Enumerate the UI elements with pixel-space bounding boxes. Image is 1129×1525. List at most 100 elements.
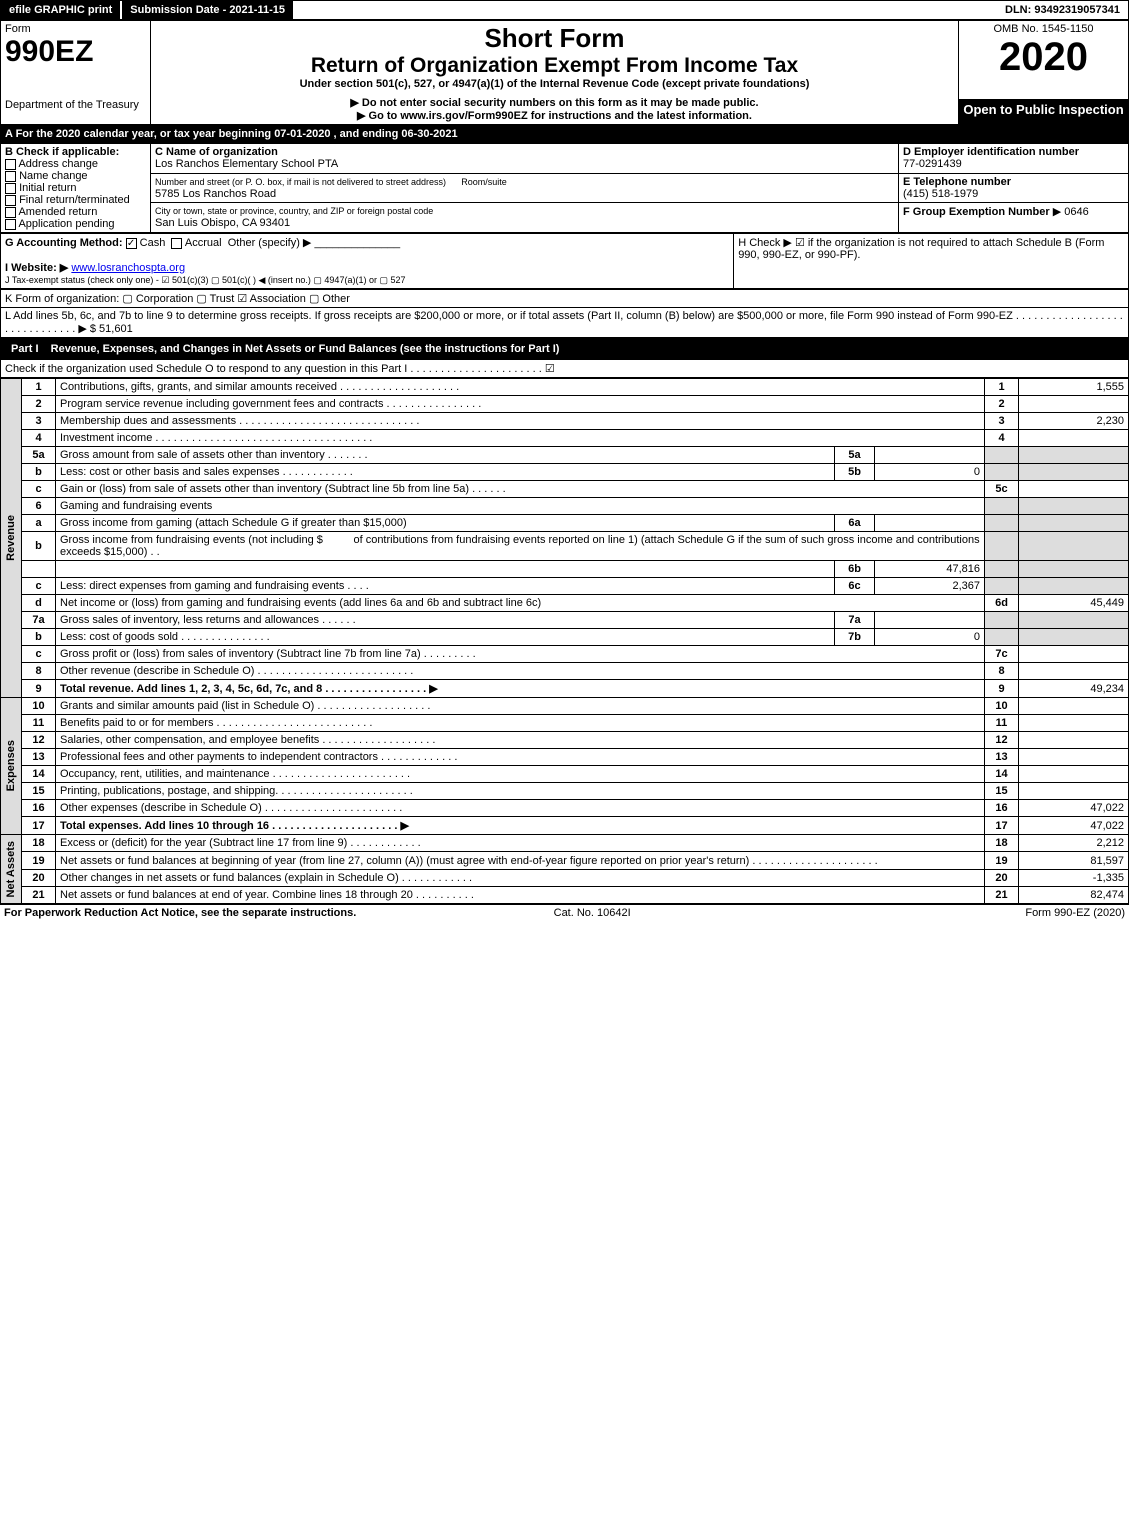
line-10-box: 10 bbox=[985, 698, 1019, 715]
check-final-return[interactable] bbox=[5, 195, 16, 206]
part1-check: Check if the organization used Schedule … bbox=[1, 360, 1129, 378]
line-17-box: 17 bbox=[985, 817, 1019, 835]
line-16-amtislands: 47,022 bbox=[1019, 800, 1129, 817]
line-17-amt: 47,022 bbox=[1019, 817, 1129, 835]
c-name-label: C Name of organization bbox=[155, 146, 894, 158]
line-7b-text: Less: cost of goods sold . . . . . . . .… bbox=[56, 629, 835, 646]
line-5a-mamt bbox=[875, 447, 985, 464]
line-12-text: Salaries, other compensation, and employ… bbox=[56, 732, 985, 749]
e-phone-label: E Telephone number bbox=[903, 176, 1124, 188]
under-section: Under section 501(c), 527, or 4947(a)(1)… bbox=[155, 78, 954, 90]
check-address-change[interactable] bbox=[5, 159, 16, 170]
h-line: H Check ▶ ☑ if the organization is not r… bbox=[734, 234, 1129, 289]
line-7b-mid: 7b bbox=[835, 629, 875, 646]
l-line: L Add lines 5b, 6c, and 7b to line 9 to … bbox=[1, 308, 1129, 338]
line-9-amt: 49,234 bbox=[1019, 680, 1129, 698]
line-18-text: Excess or (deficit) for the year (Subtra… bbox=[56, 835, 985, 852]
line-5b-mid: 5b bbox=[835, 464, 875, 481]
line-6-text: Gaming and fundraising events bbox=[56, 498, 985, 515]
cat-number: Cat. No. 10642I bbox=[554, 907, 631, 919]
city-state-zip: San Luis Obispo, CA 93401 bbox=[155, 217, 290, 229]
part1-title: Revenue, Expenses, and Changes in Net As… bbox=[51, 343, 560, 355]
city-label: City or town, state or province, country… bbox=[155, 206, 433, 216]
line-13-text: Professional fees and other payments to … bbox=[56, 749, 985, 766]
line-6b-text1: Gross income from fundraising events (no… bbox=[60, 534, 323, 546]
line-17-text: Total expenses. Add lines 10 through 16 … bbox=[60, 820, 409, 832]
room-label: Room/suite bbox=[461, 177, 507, 187]
line-5b-mamt: 0 bbox=[875, 464, 985, 481]
opt-amended: Amended return bbox=[18, 206, 97, 218]
addr-label: Number and street (or P. O. box, if mail… bbox=[155, 177, 446, 187]
line-3-amt: 2,230 bbox=[1019, 413, 1129, 430]
tax-year: 2020 bbox=[963, 35, 1124, 80]
dept-label: Department of the Treasury bbox=[5, 99, 146, 111]
opt-address-change: Address change bbox=[18, 158, 98, 170]
efile-print-button[interactable]: efile GRAPHIC print bbox=[1, 1, 122, 19]
line-19-box: 19 bbox=[985, 852, 1019, 869]
k-line: K Form of organization: ▢ Corporation ▢ … bbox=[1, 290, 1129, 308]
line-3-text: Membership dues and assessments . . . . … bbox=[56, 413, 985, 430]
i-label: I Website: ▶ bbox=[5, 262, 68, 274]
line-5b-text: Less: cost or other basis and sales expe… bbox=[56, 464, 835, 481]
check-initial-return[interactable] bbox=[5, 183, 16, 194]
f-group-label: F Group Exemption Number bbox=[903, 206, 1050, 218]
line-10-text: Grants and similar amounts paid (list in… bbox=[56, 698, 985, 715]
line-1-amt: 1,555 bbox=[1019, 379, 1129, 396]
g-accrual: Accrual bbox=[185, 237, 222, 249]
check-cash[interactable]: ✓ bbox=[126, 238, 137, 249]
b-title: B Check if applicable: bbox=[5, 146, 146, 158]
line-8-amt bbox=[1019, 663, 1129, 680]
line-5a-text: Gross amount from sale of assets other t… bbox=[56, 447, 835, 464]
short-form-title: Short Form bbox=[155, 23, 954, 54]
check-accrual[interactable] bbox=[171, 238, 182, 249]
line-6a-mid: 6a bbox=[835, 515, 875, 532]
line-14-amt bbox=[1019, 766, 1129, 783]
group-number: ▶ 0646 bbox=[1053, 206, 1089, 218]
g-label: G Accounting Method: bbox=[5, 237, 123, 249]
line-15-box: 15 bbox=[985, 783, 1019, 800]
check-amended[interactable] bbox=[5, 207, 16, 218]
line-15-text: Printing, publications, postage, and shi… bbox=[56, 783, 985, 800]
line-6c-mid: 6c bbox=[835, 578, 875, 595]
part1-head: Part I bbox=[5, 341, 45, 357]
line-1-text: Contributions, gifts, grants, and simila… bbox=[56, 379, 985, 396]
line-1-box: 1 bbox=[985, 379, 1019, 396]
submission-date-label: Submission Date - 2021-11-15 bbox=[122, 1, 295, 19]
line-3-box: 3 bbox=[985, 413, 1019, 430]
top-bar: efile GRAPHIC print Submission Date - 20… bbox=[0, 0, 1129, 20]
g-cash: Cash bbox=[140, 237, 166, 249]
ssn-warning: ▶ Do not enter social security numbers o… bbox=[155, 96, 954, 109]
check-name-change[interactable] bbox=[5, 171, 16, 182]
line-18-box: 18 bbox=[985, 835, 1019, 852]
opt-initial-return: Initial return bbox=[19, 182, 76, 194]
line-18-amt: 2,212 bbox=[1019, 835, 1129, 852]
line-21-box: 21 bbox=[985, 887, 1019, 904]
line-6d-text: Net income or (loss) from gaming and fun… bbox=[56, 595, 985, 612]
goto-link[interactable]: ▶ Go to www.irs.gov/Form990EZ for instru… bbox=[155, 109, 954, 122]
line-7c-text: Gross profit or (loss) from sales of inv… bbox=[56, 646, 985, 663]
g-other: Other (specify) ▶ bbox=[228, 237, 312, 249]
line-9-text: Total revenue. Add lines 1, 2, 3, 4, 5c,… bbox=[60, 683, 438, 695]
website-link[interactable]: www.losranchospta.org bbox=[71, 262, 185, 274]
line-10-amt bbox=[1019, 698, 1129, 715]
line-6a-text: Gross income from gaming (attach Schedul… bbox=[56, 515, 835, 532]
line-14-text: Occupancy, rent, utilities, and maintena… bbox=[56, 766, 985, 783]
d-ein-label: D Employer identification number bbox=[903, 146, 1124, 158]
form-word: Form bbox=[5, 23, 146, 35]
org-name: Los Ranchos Elementary School PTA bbox=[155, 158, 894, 170]
line-6b-mamt: 47,816 bbox=[875, 561, 985, 578]
line-2-amt bbox=[1019, 396, 1129, 413]
check-application-pending[interactable] bbox=[5, 219, 16, 230]
line-12-amt bbox=[1019, 732, 1129, 749]
opt-application-pending: Application pending bbox=[18, 218, 114, 230]
form-header: Form 990EZ Department of the Treasury Sh… bbox=[0, 20, 1129, 125]
form-id-footer: Form 990-EZ (2020) bbox=[1025, 907, 1125, 919]
j-line: J Tax-exempt status (check only one) - ☑… bbox=[5, 275, 405, 285]
line-9-box: 9 bbox=[985, 680, 1019, 698]
page-footer: For Paperwork Reduction Act Notice, see … bbox=[0, 904, 1129, 921]
line-5c-box: 5c bbox=[985, 481, 1019, 498]
line-5a-mid: 5a bbox=[835, 447, 875, 464]
line-14-box: 14 bbox=[985, 766, 1019, 783]
line-4-box: 4 bbox=[985, 430, 1019, 447]
part1-lines: Revenue 1Contributions, gifts, grants, a… bbox=[0, 378, 1129, 904]
